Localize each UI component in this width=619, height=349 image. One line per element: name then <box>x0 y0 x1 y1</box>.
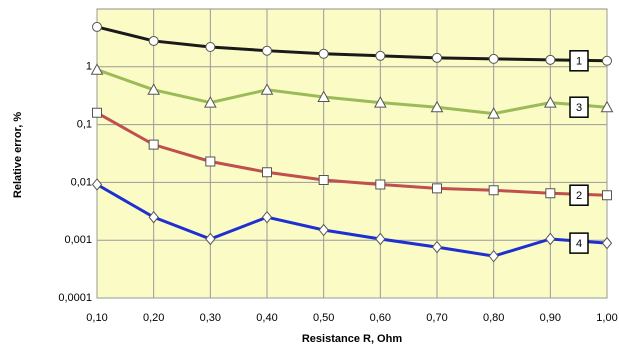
marker <box>375 50 386 61</box>
marker <box>487 107 501 119</box>
series-line <box>96 183 608 258</box>
marker <box>375 179 386 190</box>
marker <box>261 210 273 224</box>
marker <box>543 96 557 108</box>
marker <box>488 249 499 263</box>
series-label: 4 <box>576 238 582 250</box>
series-label-box <box>569 232 589 254</box>
y-tick-label: 0,0001 <box>58 292 92 304</box>
marker <box>373 96 387 108</box>
marker <box>602 55 612 66</box>
marker <box>148 139 159 150</box>
x-tick-label: 0,50 <box>313 312 334 324</box>
marker <box>205 42 216 53</box>
series-label: 2 <box>576 190 582 202</box>
series-label-box <box>569 50 589 72</box>
marker <box>205 156 216 167</box>
marker <box>148 210 159 224</box>
marker <box>488 53 499 64</box>
series-line <box>96 68 608 116</box>
marker <box>203 96 217 108</box>
marker <box>488 185 499 196</box>
marker <box>318 223 329 237</box>
marker <box>545 232 556 246</box>
x-tick-label: 0,30 <box>200 312 221 324</box>
x-tick-label: 0,20 <box>143 312 164 324</box>
marker <box>318 48 329 59</box>
series-label-box <box>569 96 589 118</box>
marker <box>431 240 443 254</box>
marker <box>262 167 272 178</box>
marker <box>147 83 161 95</box>
marker <box>91 178 103 191</box>
series-label: 1 <box>576 56 582 68</box>
marker <box>90 63 104 75</box>
marker <box>148 35 159 46</box>
x-tick-label: 0,10 <box>86 312 107 324</box>
marker <box>92 107 102 118</box>
y-tick-label: 0,01 <box>71 176 92 188</box>
marker <box>601 236 613 250</box>
marker <box>318 175 329 186</box>
marker <box>262 45 272 56</box>
x-tick-label: 0,60 <box>370 312 391 324</box>
x-axis-label: Resistance R, Ohm <box>302 333 402 345</box>
marker <box>317 90 331 103</box>
x-tick-label: 0,90 <box>540 312 561 324</box>
marker <box>600 100 614 113</box>
series-label-box <box>569 184 589 206</box>
marker <box>260 83 274 95</box>
marker <box>430 100 444 113</box>
marker <box>205 232 216 246</box>
marker <box>545 188 556 199</box>
series-line <box>96 25 608 63</box>
y-axis-label: Relative error, % <box>12 112 24 198</box>
x-tick-label: 0,80 <box>483 312 504 324</box>
x-tick-label: 0,40 <box>256 312 277 324</box>
marker <box>92 21 102 32</box>
series-label: 3 <box>576 102 582 114</box>
marker <box>602 190 612 201</box>
plot-area <box>96 8 608 299</box>
x-tick-label: 1,00 <box>596 312 617 324</box>
marker <box>375 232 386 246</box>
y-tick-label: 0,001 <box>64 234 92 246</box>
series-line <box>96 111 608 197</box>
marker <box>432 52 442 63</box>
marker <box>432 183 442 194</box>
x-tick-label: 0,70 <box>426 312 447 324</box>
y-tick-label: 1 <box>86 61 92 73</box>
y-tick-label: 0,1 <box>77 119 92 131</box>
marker <box>545 54 556 65</box>
